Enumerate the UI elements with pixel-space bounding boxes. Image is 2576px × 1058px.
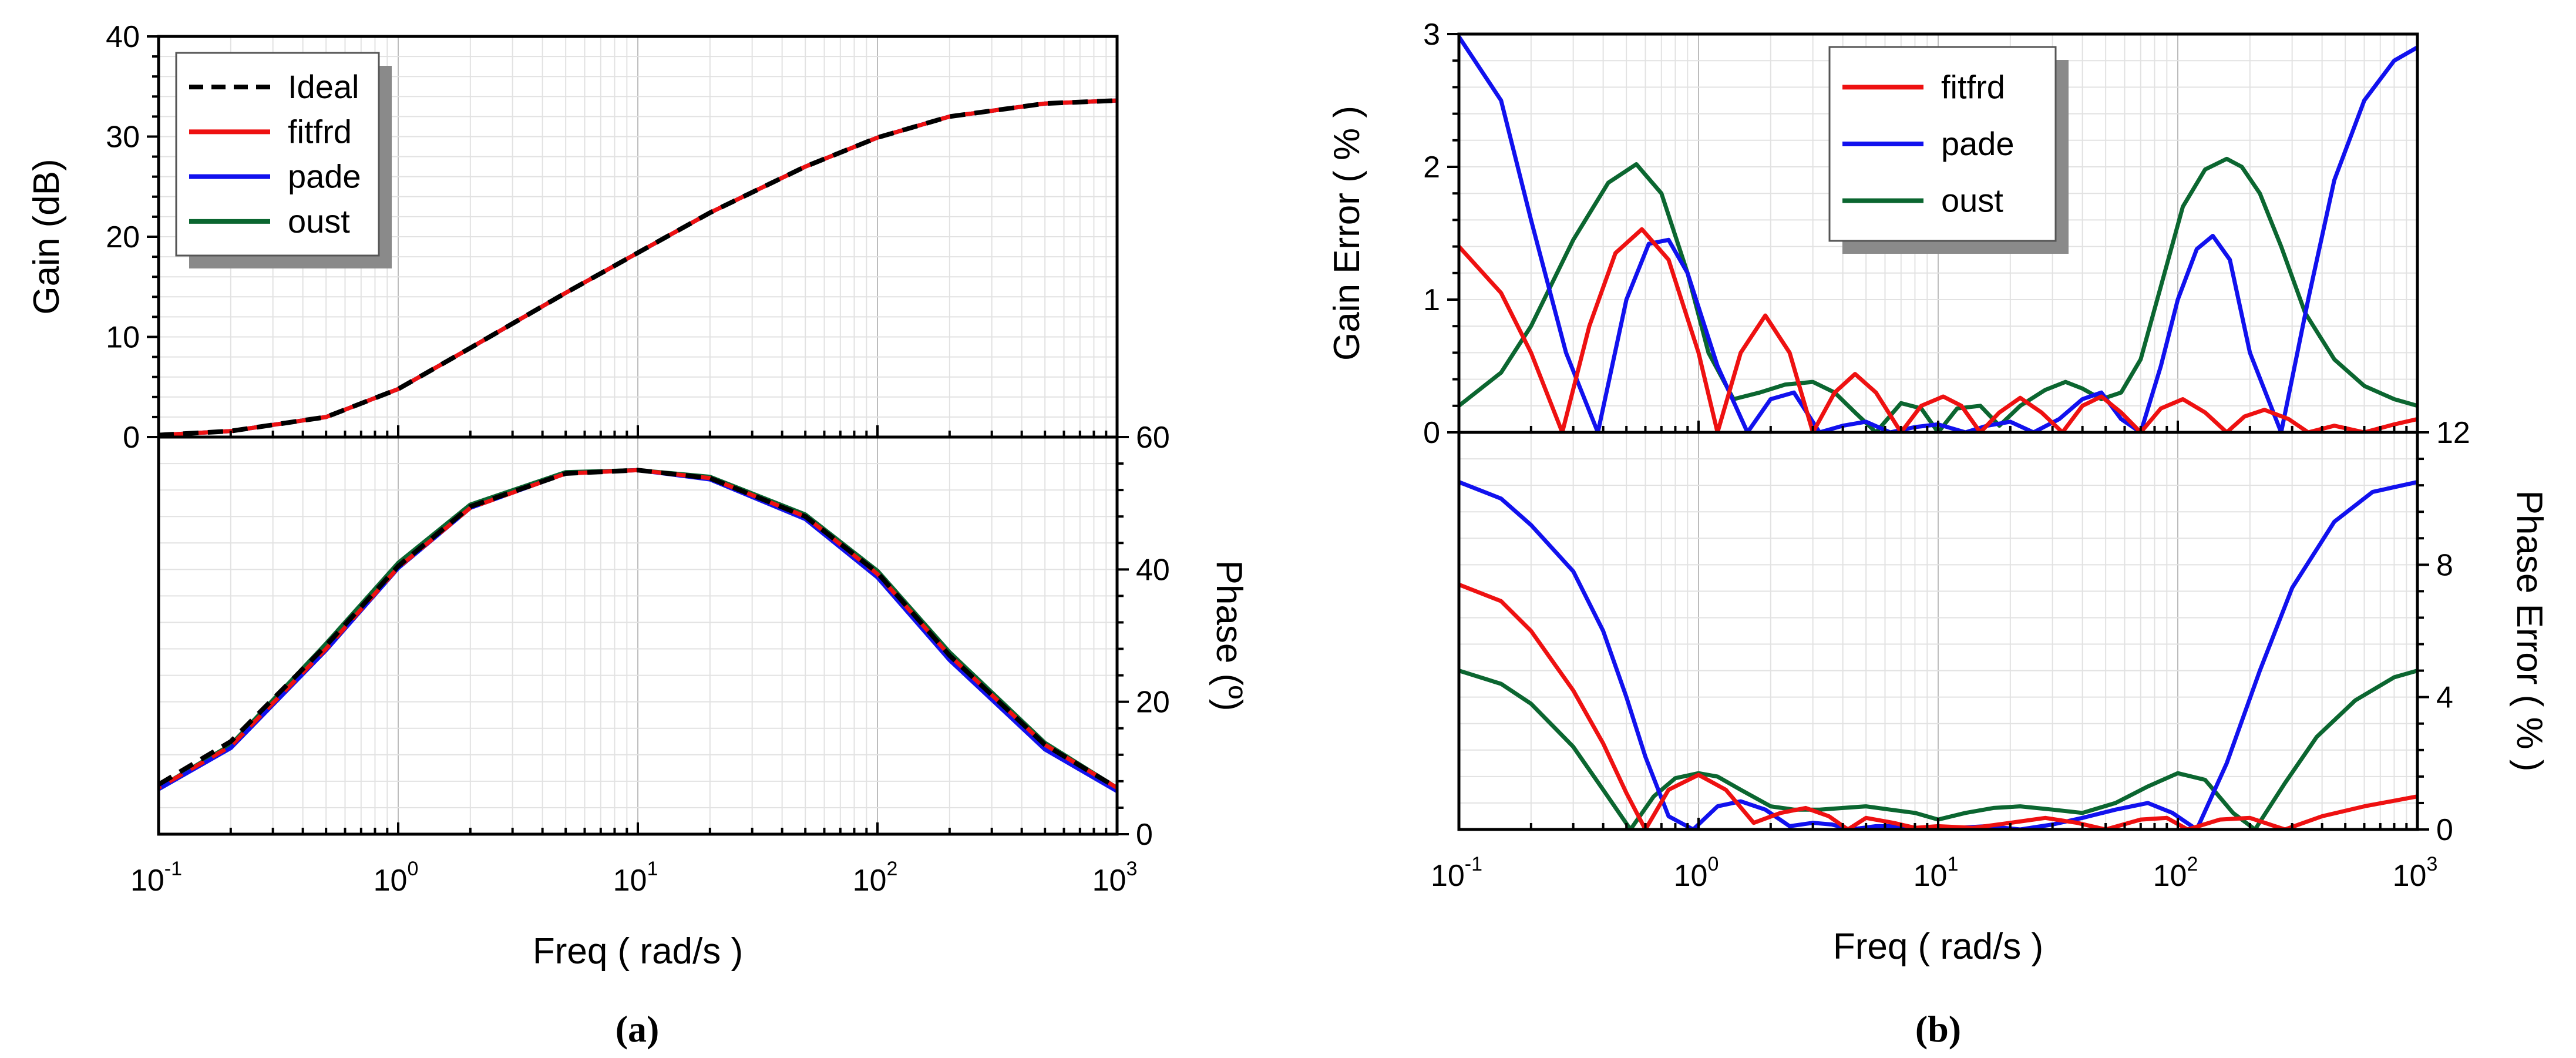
x-tick-label: 100 — [374, 858, 419, 898]
x-tick-label: 102 — [853, 858, 898, 898]
x-axis-label: Freq ( rad/s ) — [1833, 926, 2043, 967]
legend-label-pade: pade — [1941, 125, 2015, 162]
series-fitfrd — [1459, 227, 2417, 432]
y-tick-label: 60 — [1136, 421, 1170, 455]
x-tick-label: 100 — [1674, 853, 1719, 893]
y-tick-label: 0 — [123, 421, 140, 455]
series-group — [159, 98, 1117, 437]
series-pade — [1459, 480, 2417, 829]
gain-plot: 0 10 20 30 40 Gain (dB) Ideal fitfrd pade oust — [26, 20, 1119, 455]
series-fitfrd — [1459, 582, 2417, 829]
y-tick-label: 10 — [106, 321, 140, 355]
legend: Ideal fitfrd pade oust — [175, 52, 392, 268]
x-tick-label: 101 — [1913, 853, 1959, 893]
legend-label-pade: pade — [288, 158, 361, 195]
x-axis: 10-1 100 101 102 103 — [1431, 818, 2437, 893]
x-axis: 10-1 100 101 102 103 — [130, 822, 1137, 898]
series-fitfrd — [159, 468, 1117, 790]
legend-label-fitfrd: fitfrd — [1941, 68, 2005, 105]
y-tick-label: 0 — [1423, 416, 1440, 450]
grid — [159, 437, 1117, 834]
x-tick-label: 103 — [1092, 858, 1138, 898]
x-tick-label: 103 — [2393, 853, 2438, 893]
y-tick-label: 1 — [1423, 283, 1440, 317]
y-axis: 0 10 20 30 40 — [106, 20, 159, 455]
x-tick-label: 10-1 — [130, 858, 182, 898]
grid — [1459, 432, 2417, 829]
y-tick-label: 20 — [1136, 686, 1170, 720]
y-axis: 0 1 2 3 — [1423, 18, 1459, 450]
y-tick-label: 30 — [106, 120, 140, 154]
panel-a: 0 10 20 30 40 Gain (dB) Ideal fitfrd pade oust 0 2… — [26, 20, 1249, 972]
y-axis-label: Gain (dB) — [26, 159, 67, 314]
y-tick-label: 40 — [1136, 553, 1170, 587]
series-fitfrd — [159, 98, 1117, 437]
phase-plot: 0 20 40 60 Phase (º) 10-1 100 101 102 103 Freq ( r… — [130, 421, 1249, 972]
legend-label-fitfrd: fitfrd — [288, 113, 352, 150]
legend: fitfrd pade oust — [1828, 46, 2069, 254]
x-axis-label: Freq ( rad/s ) — [533, 931, 743, 972]
gain-error-plot: 0 1 2 3 Gain Error ( % ) fitfrd pade oust — [1327, 18, 2419, 450]
x-tick-label: 102 — [2153, 853, 2198, 893]
phase-error-plot: 0 4 8 12 Phase Error ( % ) 10-1 100 101 102 103 Fr… — [1431, 416, 2550, 967]
series-group — [159, 468, 1117, 793]
y-tick-label: 0 — [1136, 818, 1153, 852]
panel-b-label: (b) — [1915, 1008, 1961, 1050]
y-axis: 0 20 40 60 — [1117, 421, 1170, 852]
series-ideal — [159, 468, 1117, 790]
series-oust — [1459, 156, 2417, 432]
x-tick-label: 101 — [613, 858, 658, 898]
y-tick-label: 0 — [2436, 813, 2453, 847]
legend-label-ideal: Ideal — [288, 68, 359, 105]
y-axis-label: Gain Error ( % ) — [1327, 106, 1367, 361]
series-group — [1459, 480, 2417, 829]
y-tick-label: 20 — [106, 220, 140, 254]
y-tick-label: 40 — [106, 20, 140, 54]
series-ideal — [159, 98, 1117, 437]
y-axis: 0 4 8 12 — [2417, 416, 2470, 847]
y-tick-label: 3 — [1423, 18, 1440, 52]
legend-label-oust: oust — [288, 203, 350, 240]
y-axis-label: Phase (º) — [1209, 560, 1249, 711]
y-axis-label: Phase Error ( % ) — [2509, 491, 2550, 772]
y-tick-label: 2 — [1423, 150, 1440, 184]
panel-a-label: (a) — [616, 1008, 660, 1050]
x-tick-label: 10-1 — [1431, 853, 1482, 893]
y-tick-label: 4 — [2436, 681, 2453, 715]
legend-label-oust: oust — [1941, 182, 2003, 219]
y-tick-label: 12 — [2436, 416, 2470, 450]
series-group — [1459, 35, 2417, 432]
y-tick-label: 8 — [2436, 548, 2453, 582]
